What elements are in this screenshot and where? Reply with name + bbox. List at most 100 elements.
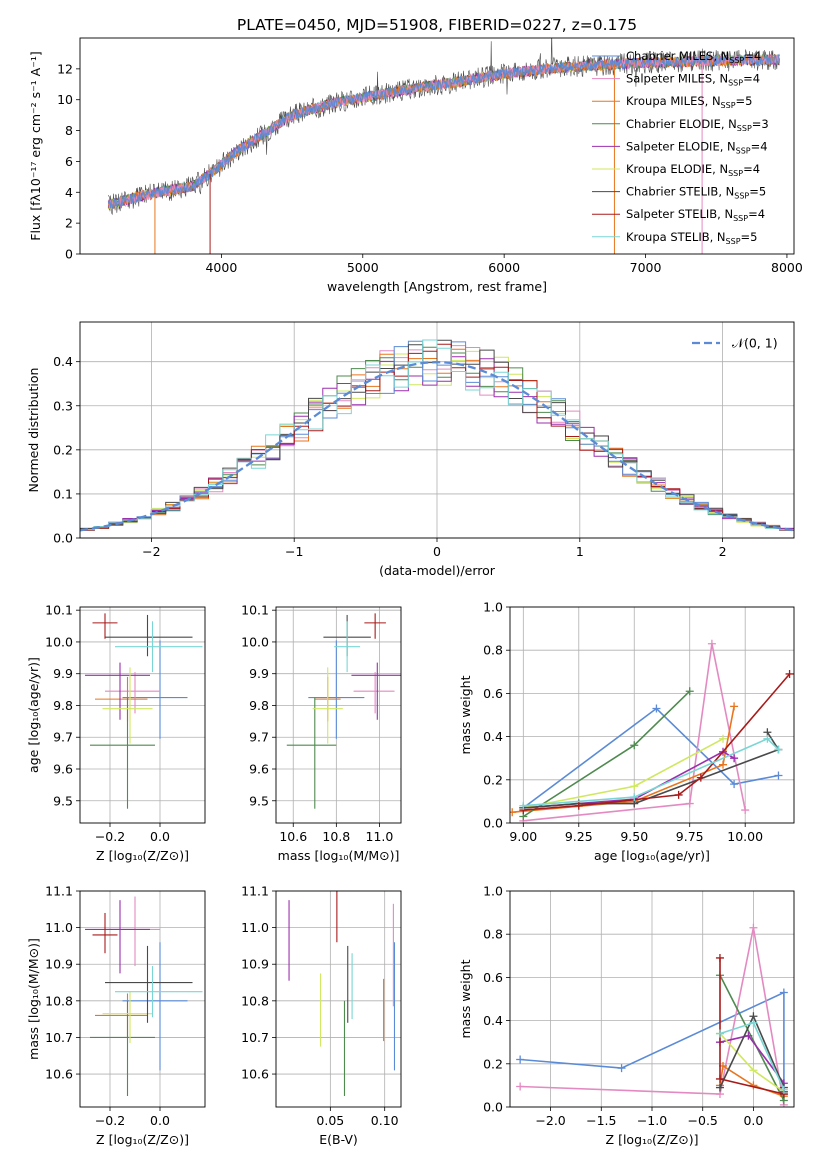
mass-weight-series-line <box>522 707 779 809</box>
legend-label-sub: SSP <box>737 124 752 133</box>
legend-label-tail: =5 <box>736 94 753 108</box>
legend-label-main: Kroupa STELIB, N <box>626 230 726 244</box>
y-tick-label: 11.0 <box>45 920 73 935</box>
y-tick-label: 10.9 <box>45 957 73 972</box>
mass_vs_Z-panel: −0.2 0.0 10.6 10.7 10.8 10.9 11.0 11.1 Z [log₁₀(… <box>26 884 206 1147</box>
y-tick-label: 0.0 <box>483 1100 503 1115</box>
y-tick-label: 9.5 <box>53 793 73 808</box>
y-tick-label: 10.1 <box>45 603 73 618</box>
data-point-marker <box>730 754 739 763</box>
y-tick-label: 10.6 <box>241 1067 269 1082</box>
mass-weight-series-line <box>523 643 746 822</box>
legend-label-tail: =4 <box>748 207 765 221</box>
y-tick-label: 11.1 <box>45 884 73 899</box>
axes-frame <box>79 890 206 1108</box>
y-tick-label: 0.2 <box>483 772 503 787</box>
y-tick-label: 0.8 <box>483 927 503 942</box>
y-tick-label: 0.0 <box>53 531 73 546</box>
axes-frame <box>79 606 206 824</box>
legend-label-sub: SSP <box>728 169 743 178</box>
x-tick-label: −0.5 <box>688 1113 718 1128</box>
legend-label: Salpeter STELIB, NSSP=4 <box>626 207 765 223</box>
errorbar-point <box>115 966 203 1018</box>
legend-label-tail: =5 <box>749 185 766 199</box>
y-tick-label: 0.0 <box>483 816 503 831</box>
y-tick-label: 4 <box>65 185 73 200</box>
y-tick-label: 0 <box>65 247 73 262</box>
x-tick-label: −1.0 <box>637 1113 667 1128</box>
x-tick-label: −1 <box>285 544 303 559</box>
legend-label: Kroupa STELIB, NSSP=5 <box>626 230 757 246</box>
x-tick-label: 5000 <box>347 260 379 275</box>
legend-label: 𝒩(0, 1) <box>732 336 778 351</box>
y-tick-label: 0.4 <box>483 729 503 744</box>
axes-frame <box>275 606 402 824</box>
legend-label: Kroupa MILES, NSSP=5 <box>626 94 752 110</box>
data-point-marker <box>779 1085 788 1094</box>
y-axis-label: age [log₁₀(age/yr)] <box>26 657 41 773</box>
mass-weight-series-line <box>520 991 785 1092</box>
y-tick-label: 6 <box>65 154 73 169</box>
spectrum-marks <box>107 38 780 254</box>
y-tick-label: 9.8 <box>53 698 73 713</box>
mass-weight-series-line <box>522 690 691 818</box>
y-tick-label: 10.1 <box>241 603 269 618</box>
axes-frame <box>275 890 402 1108</box>
mass_weight_vs_Z-marks <box>516 923 788 1107</box>
residuals-marks <box>80 339 794 532</box>
y-axis-label: Normed distribution <box>26 368 41 493</box>
x-tick-label: 9.50 <box>620 829 648 844</box>
legend-label-main: Salpeter STELIB, N <box>626 207 733 221</box>
errorbar-point <box>122 640 188 739</box>
data-point-marker <box>719 760 727 769</box>
data-point-marker <box>696 773 705 782</box>
y-tick-label: 9.6 <box>249 762 269 777</box>
y-tick-label: 0.3 <box>53 398 73 413</box>
legend-label: Chabrier STELIB, NSSP=5 <box>626 185 766 201</box>
y-tick-label: 9.9 <box>53 666 73 681</box>
y-tick-label: 10.0 <box>45 634 73 649</box>
errorbar-point <box>308 640 365 739</box>
data-point-marker <box>516 1055 525 1064</box>
errorbar-point <box>312 667 343 744</box>
y-tick-label: 11.1 <box>241 884 269 899</box>
y-tick-label: 10.6 <box>45 1067 73 1082</box>
legend-label-tail: =4 <box>751 139 768 153</box>
data-point-marker <box>715 1029 724 1038</box>
y-tick-label: 10.7 <box>241 1030 269 1045</box>
data-point-marker <box>715 953 724 962</box>
errorbar-point <box>364 613 386 639</box>
legend-label: Kroupa ELODIE, NSSP=4 <box>626 162 760 178</box>
legend-label-main: Chabrier ELODIE, N <box>626 117 737 131</box>
errorbar-point <box>92 912 118 954</box>
x-axis-label: (data-model)/error <box>379 563 496 578</box>
x-tick-label: 6000 <box>488 260 520 275</box>
x-tick-label: 0.0 <box>150 829 170 844</box>
legend-label: Chabrier MILES, NSSP=4 <box>626 49 761 65</box>
data-point-marker <box>685 687 694 696</box>
y-tick-label: 9.6 <box>53 762 73 777</box>
y-axis-label: mass weight <box>458 959 473 1038</box>
y-tick-label: 9.8 <box>249 698 269 713</box>
errorbar-point <box>102 667 153 744</box>
data-point-marker <box>652 704 661 713</box>
plots: 4000 5000 6000 7000 8000024681012wavelength … <box>26 37 803 1147</box>
x-tick-label: 4000 <box>205 260 237 275</box>
errorbar-point <box>102 991 153 1043</box>
data-point-marker <box>719 734 727 743</box>
errorbar-point <box>105 614 193 657</box>
errorbar-point <box>105 896 160 967</box>
y-tick-label: 10.8 <box>241 993 269 1008</box>
y-tick-label: 0.4 <box>483 1013 503 1028</box>
y-tick-label: 9.5 <box>249 793 269 808</box>
errorbar-point <box>122 942 188 1071</box>
errorbar-point <box>85 662 150 720</box>
y-tick-label: 2 <box>65 216 73 231</box>
y-tick-label: 0.6 <box>483 970 503 985</box>
data-point-marker <box>749 1066 758 1075</box>
legend-label-tail: =3 <box>752 117 769 131</box>
data-point-marker <box>785 669 794 678</box>
legend-label-tail: =5 <box>741 230 758 244</box>
data-point-marker <box>674 790 683 799</box>
